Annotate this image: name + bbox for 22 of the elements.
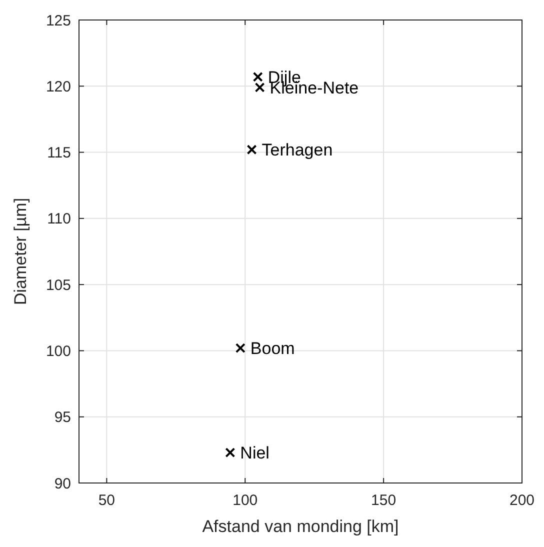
y-tick-label: 125 bbox=[46, 12, 71, 30]
x-axis-title: Afstand van monding [km] bbox=[202, 517, 399, 536]
x-tick-label: 100 bbox=[232, 492, 258, 509]
x-tick-label: 50 bbox=[98, 492, 116, 509]
y-tick-label: 110 bbox=[47, 210, 71, 228]
annotation: Boom bbox=[250, 339, 295, 358]
y-tick-label: 95 bbox=[54, 409, 71, 426]
y-tick-label: 115 bbox=[47, 144, 71, 162]
y-axis-title: Diameter [µm] bbox=[11, 198, 30, 306]
point bbox=[254, 82, 265, 92]
y-tick-label: 105 bbox=[46, 276, 71, 294]
annotation: Terhagen bbox=[262, 140, 333, 160]
annotation: Niel bbox=[240, 444, 270, 463]
x-tick-label: 150 bbox=[371, 492, 396, 509]
y-tick-label: 100 bbox=[46, 342, 71, 360]
point bbox=[246, 144, 257, 155]
point bbox=[235, 343, 246, 354]
point bbox=[225, 448, 236, 458]
x-tick-label: 200 bbox=[509, 492, 535, 509]
point bbox=[252, 72, 263, 82]
y-tick-label: 120 bbox=[46, 78, 71, 96]
y-tick-label: 90 bbox=[54, 475, 71, 492]
